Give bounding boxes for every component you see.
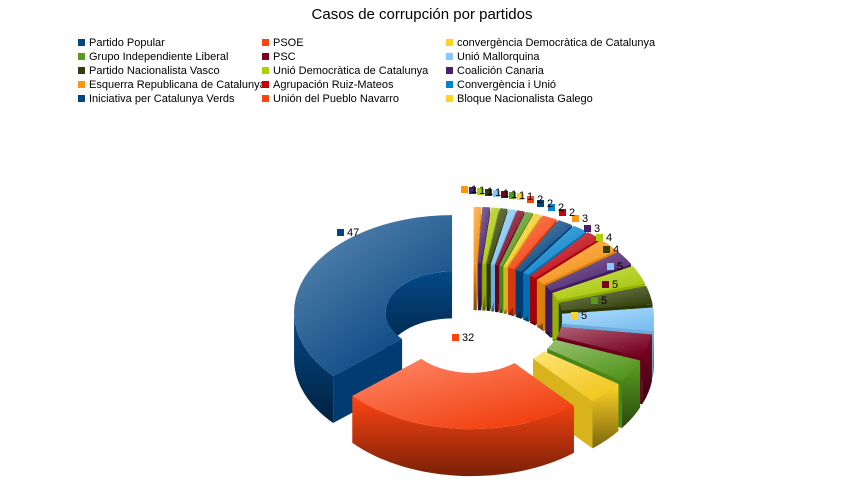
legend-item[interactable]: Grupo Independiente Liberal [78,50,262,63]
legend-item[interactable]: PSOE [262,36,446,49]
legend-item[interactable]: Agrupación Ruiz-Mateos [262,78,446,91]
svg-text:47: 47 [347,227,359,239]
legend-item[interactable]: Convergència i Unió [446,78,655,91]
data-label: 5 [591,295,607,307]
svg-text:2: 2 [558,202,564,214]
legend-item-label: Convergència i Unió [457,78,557,91]
legend-color-swatch [262,39,269,46]
legend-item-label: Esquerra Republicana de Catalunya [89,78,266,91]
pie-slice-partido-popular[interactable] [294,215,453,424]
data-label: 2 [537,198,553,210]
legend-item-label: Coalición Canaria [457,64,544,77]
legend-color-swatch [78,53,85,60]
legend-item[interactable]: Partido Nacionalista Vasco [78,64,262,77]
legend-color-swatch [446,67,453,74]
data-label: 1 [477,186,493,198]
legend-color-swatch [262,81,269,88]
svg-text:1: 1 [487,186,493,198]
svg-text:1: 1 [519,190,525,202]
legend-color-swatch [446,81,453,88]
svg-text:1: 1 [471,184,477,196]
legend-item-label: Grupo Independiente Liberal [89,50,229,63]
legend-item[interactable]: Unión del Pueblo Navarro [262,92,446,105]
legend-item[interactable]: Unió Democràtica de Catalunya [262,64,446,77]
svg-text:4: 4 [613,244,619,256]
legend-item-label: Unió Democràtica de Catalunya [273,64,429,77]
legend-color-swatch [262,67,269,74]
data-label: 4 [603,244,619,256]
legend-item[interactable]: Coalición Canaria [446,64,655,77]
chart-title: Casos de corrupción por partidos [311,6,533,23]
data-label: 3 [572,213,588,225]
legend-item-label: convergència Democràtica de Catalunya [457,36,656,49]
data-label: 5 [607,261,623,273]
svg-text:5: 5 [617,261,623,273]
legend-color-swatch [262,53,269,60]
chart-legend: Partido Popular PSOE convergència Democràt… [78,36,656,105]
svg-text:32: 32 [462,332,474,344]
data-label: 2 [559,207,575,219]
data-label: 4 [596,232,612,244]
legend-item-label: Agrupación Ruiz-Mateos [273,78,394,91]
svg-text:1: 1 [527,191,533,203]
svg-text:3: 3 [594,223,600,235]
svg-text:1: 1 [479,185,485,197]
legend-color-swatch [446,39,453,46]
svg-text:5: 5 [612,279,618,291]
svg-text:5: 5 [581,310,587,322]
data-label: 5 [571,310,587,322]
legend-item[interactable]: Iniciativa per Catalunya Verds [78,92,262,105]
svg-text:5: 5 [601,295,607,307]
svg-text:1: 1 [503,188,509,200]
legend-item[interactable]: Esquerra Republicana de Catalunya [78,79,266,91]
legend-item[interactable]: Partido Popular [78,36,262,49]
legend-item[interactable]: Bloque Nacionalista Galego [446,92,655,105]
legend-item[interactable]: convergència Democràtica de Catalunya [446,36,656,49]
legend-color-swatch [78,95,85,102]
data-label: 1 [469,185,485,197]
svg-text:4: 4 [606,232,612,244]
data-label: 1 [461,184,477,196]
data-label: 1 [501,189,517,201]
data-label: 5 [602,279,618,291]
legend-item-label: Unión del Pueblo Navarro [273,92,399,105]
data-label: 47 [337,227,359,239]
legend-item-label: Partido Popular [89,36,165,49]
legend-color-swatch [78,81,85,88]
legend-item-label: Unió Mallorquina [457,50,540,63]
legend-item-label: Partido Nacionalista Vasco [89,64,220,77]
data-label: 1 [517,191,533,203]
data-label: 3 [584,223,600,235]
legend-color-swatch [78,67,85,74]
svg-text:2: 2 [537,194,543,206]
data-label: 32 [452,332,474,344]
data-label: 1 [485,187,501,199]
svg-text:1: 1 [495,187,501,199]
legend-item-label: PSOE [273,36,304,49]
data-label: 2 [527,194,543,206]
svg-text:1: 1 [511,189,517,201]
legend-color-swatch [446,95,453,102]
svg-text:2: 2 [547,198,553,210]
svg-text:2: 2 [569,207,575,219]
legend-item[interactable]: PSC [262,50,446,63]
legend-item[interactable]: Unió Mallorquina [446,50,655,63]
legend-color-swatch [262,95,269,102]
legend-item-label: Iniciativa per Catalunya Verds [89,92,235,105]
data-label: 2 [548,202,564,214]
svg-text:3: 3 [582,213,588,225]
legend-color-swatch [78,39,85,46]
data-label: 1 [509,190,525,202]
legend-item-label: PSC [273,50,296,63]
legend-color-swatch [446,53,453,60]
pie-slice-psoe[interactable] [352,358,574,477]
data-label: 1 [493,188,509,200]
legend-item-label: Bloque Nacionalista Galego [457,92,593,105]
